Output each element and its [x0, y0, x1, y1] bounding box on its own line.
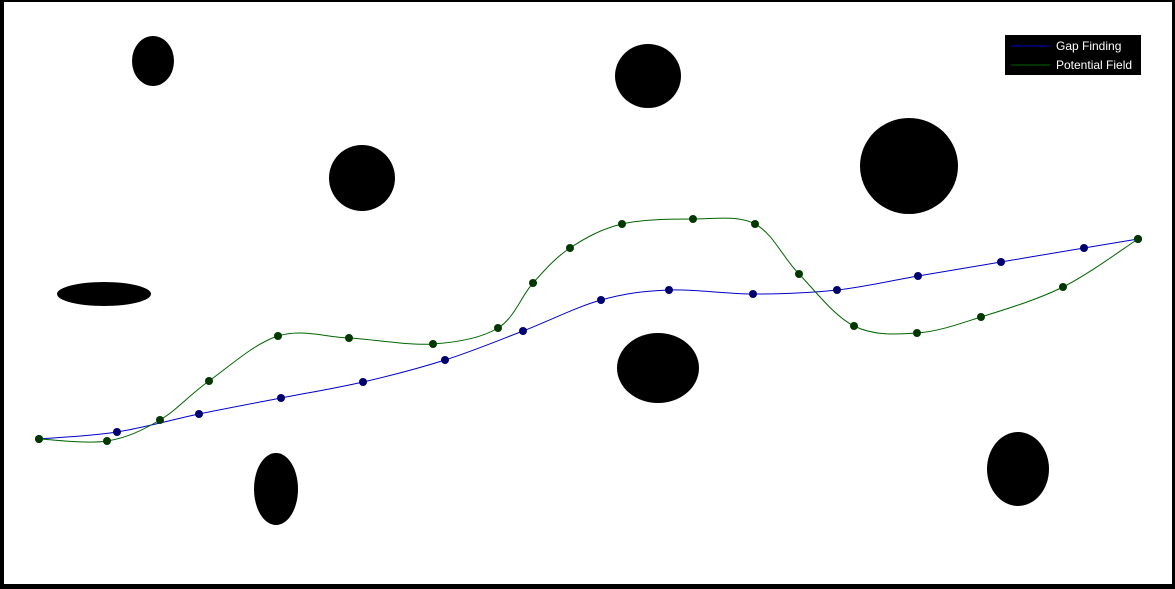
- potential-field-waypoint: [529, 279, 537, 287]
- potential-field-waypoint: [156, 416, 164, 424]
- potential-field-waypoint: [205, 377, 213, 385]
- legend-label-potential-field: Potential Field: [1056, 58, 1132, 72]
- legend: Gap Finding Potential Field: [1005, 35, 1141, 75]
- potential-field-waypoint: [751, 220, 759, 228]
- potential-field-waypoint: [913, 329, 921, 337]
- potential-field-waypoint: [429, 340, 437, 348]
- obstacle: [987, 432, 1049, 506]
- obstacle: [329, 145, 395, 211]
- potential-field-waypoint: [977, 313, 985, 321]
- gap-finding-waypoint: [914, 272, 922, 280]
- gap-finding-waypoint: [519, 327, 527, 335]
- potential-field-waypoint: [566, 244, 574, 252]
- gap-finding-waypoint: [113, 428, 121, 436]
- gap-finding-waypoint: [277, 394, 285, 402]
- potential-field-waypoint: [103, 437, 111, 445]
- gap-finding-path: [38, 238, 1139, 440]
- gap-finding-waypoint: [195, 410, 203, 418]
- obstacle: [57, 282, 151, 306]
- potential-field-waypoint: [689, 215, 697, 223]
- gap-finding-waypoint: [833, 286, 841, 294]
- potential-field-waypoint: [1134, 235, 1142, 243]
- potential-field-waypoints: [35, 215, 1142, 445]
- obstacle: [617, 333, 699, 403]
- gap-finding-waypoint: [997, 258, 1005, 266]
- gap-finding-waypoint: [441, 356, 449, 364]
- potential-field-waypoint: [850, 322, 858, 330]
- gap-finding-waypoint: [665, 286, 673, 294]
- obstacle: [860, 118, 958, 214]
- legend-label-gap-finding: Gap Finding: [1056, 39, 1121, 53]
- potential-field-path: [38, 217, 1139, 443]
- gap-finding-waypoint: [597, 296, 605, 304]
- potential-field-waypoint: [618, 220, 626, 228]
- obstacle: [132, 36, 174, 86]
- potential-field-waypoint: [494, 324, 502, 332]
- gap-finding-waypoint: [749, 290, 757, 298]
- obstacle: [615, 44, 681, 108]
- obstacles: [57, 36, 1049, 525]
- obstacle: [254, 453, 298, 525]
- gap-finding-waypoint: [359, 378, 367, 386]
- path-plot: Gap Finding Potential Field: [35, 35, 1142, 525]
- gap-finding-waypoint: [1080, 244, 1088, 252]
- potential-field-waypoint: [795, 270, 803, 278]
- potential-field-waypoint: [1059, 283, 1067, 291]
- potential-field-waypoint: [35, 435, 43, 443]
- potential-field-waypoint: [274, 332, 282, 340]
- legend-box: [1005, 35, 1141, 75]
- potential-field-waypoint: [345, 334, 353, 342]
